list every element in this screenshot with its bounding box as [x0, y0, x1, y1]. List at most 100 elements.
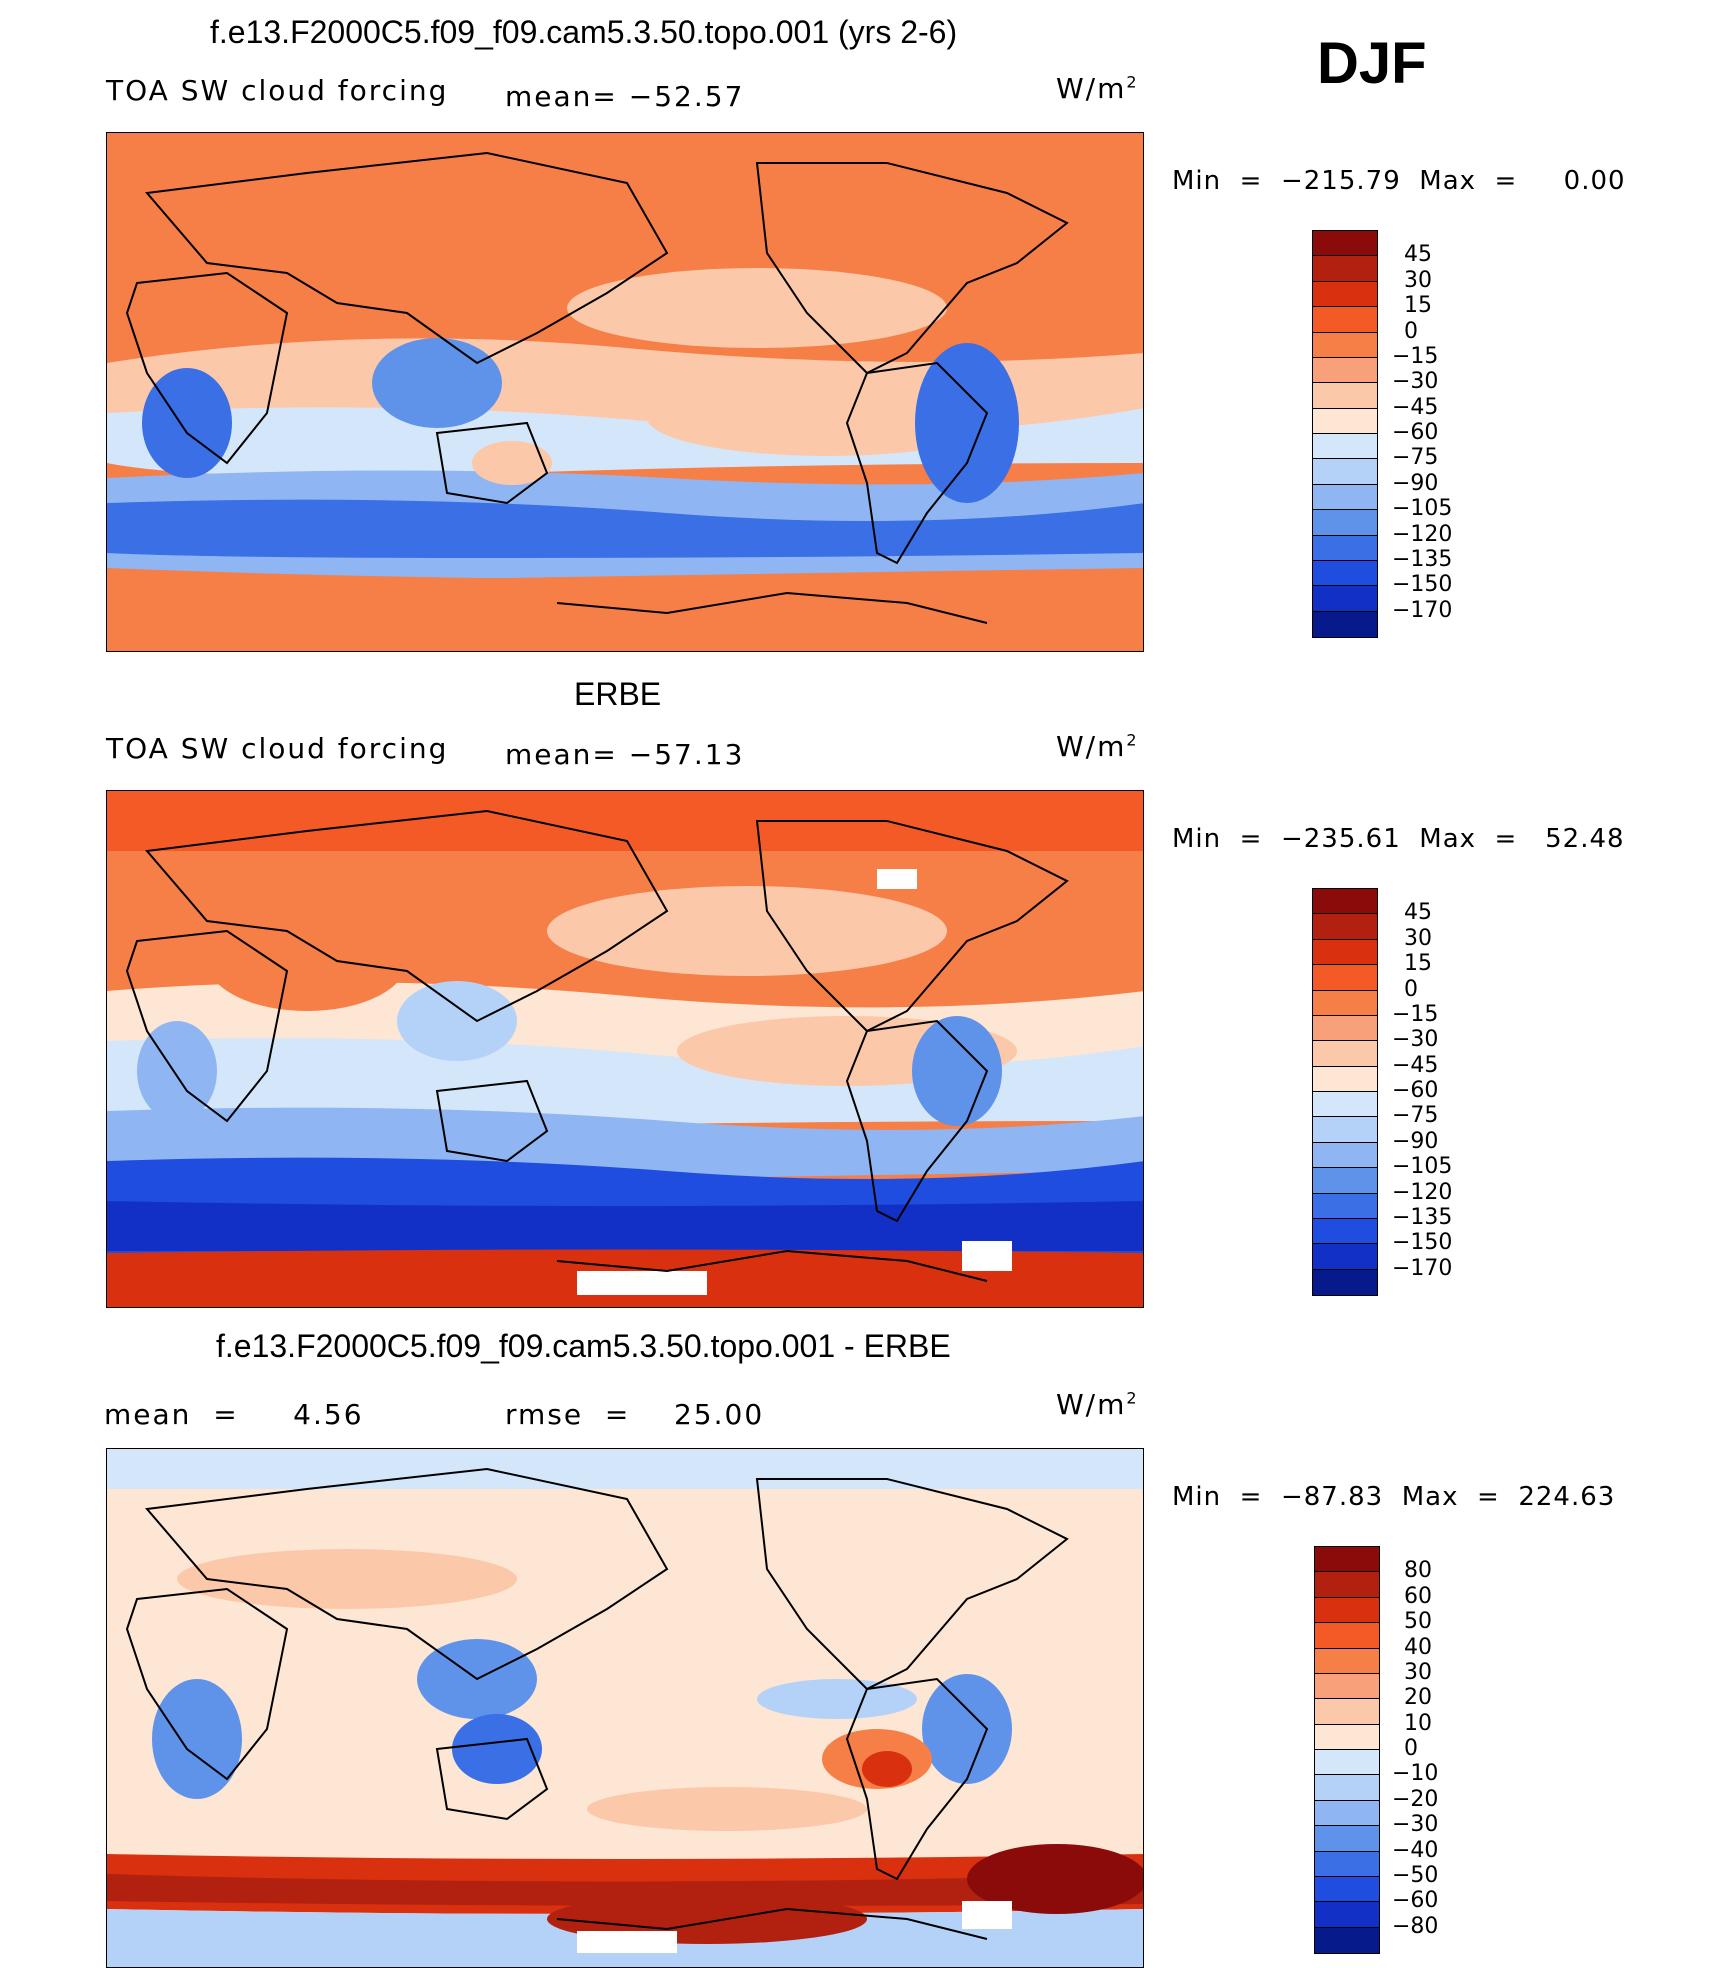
- colorbar-swatch: [1313, 1015, 1377, 1042]
- colorbar-tick-label: −30: [1392, 1812, 1439, 1838]
- colorbar-swatch: [1313, 990, 1377, 1016]
- colorbar-tick-label: −75: [1392, 1103, 1439, 1129]
- colorbar-tick-label: −90: [1392, 470, 1439, 496]
- colorbar-tick-label: −170: [1392, 597, 1453, 623]
- colorbar-tick-label: −150: [1392, 572, 1453, 598]
- colorbar-tick-label: 45: [1404, 900, 1432, 926]
- colorbar-swatch: [1313, 1142, 1377, 1169]
- colorbar-swatch: [1313, 611, 1377, 637]
- panel-1-colorbar: [1312, 230, 1378, 638]
- colorbar-tick-label: −75: [1392, 445, 1439, 471]
- colorbar-swatch: [1315, 1724, 1379, 1750]
- colorbar-tick-label: −120: [1392, 521, 1453, 547]
- colorbar-tick-label: −60: [1392, 420, 1439, 445]
- colorbar-swatch: [1315, 1547, 1379, 1573]
- colorbar-swatch: [1315, 1851, 1379, 1877]
- panel-2-map-field: [107, 791, 1143, 1307]
- colorbar-swatch: [1313, 408, 1377, 434]
- colorbar-tick-label: 60: [1404, 1583, 1432, 1609]
- colorbar-swatch: [1313, 459, 1377, 485]
- panel-2-title: ERBE: [574, 676, 662, 712]
- panel-3-map: [106, 1448, 1144, 1968]
- colorbar-tick-label: −30: [1392, 1027, 1439, 1053]
- colorbar-tick-label: −135: [1392, 546, 1453, 572]
- panel-2-colorbar: [1312, 888, 1378, 1296]
- colorbar-tick-label: 50: [1404, 1609, 1432, 1635]
- colorbar-swatch: [1313, 1193, 1377, 1219]
- colorbar-swatch: [1313, 434, 1377, 460]
- colorbar-tick-label: 10: [1404, 1710, 1432, 1736]
- colorbar-swatch: [1313, 965, 1377, 991]
- colorbar-swatch: [1313, 332, 1377, 358]
- colorbar-tick-label: −15: [1392, 343, 1439, 369]
- colorbar-swatch: [1313, 535, 1377, 561]
- colorbar-swatch: [1313, 586, 1377, 612]
- colorbar-tick-label: 0: [1404, 1736, 1418, 1761]
- colorbar-tick-label: −60: [1392, 1888, 1439, 1914]
- colorbar-swatch: [1313, 914, 1377, 940]
- colorbar-swatch: [1313, 307, 1377, 333]
- panel-2-map: [106, 790, 1144, 1308]
- colorbar-tick-label: 30: [1404, 267, 1432, 293]
- colorbar-tick-label: −45: [1392, 1052, 1439, 1078]
- colorbar-tick-label: −120: [1392, 1179, 1453, 1205]
- colorbar-tick-label: 20: [1404, 1685, 1432, 1711]
- colorbar-swatch: [1315, 1699, 1379, 1725]
- colorbar-tick-label: 15: [1404, 951, 1432, 977]
- colorbar-swatch: [1313, 357, 1377, 384]
- colorbar-swatch: [1315, 1800, 1379, 1827]
- colorbar-swatch: [1315, 1826, 1379, 1852]
- panel-2-colorbar-labels: 45 30 15 0 −15 −30 −45 −60 −75 −90 −105 −120 −135 −15…: [1392, 888, 1512, 1296]
- colorbar-swatch: [1313, 231, 1377, 257]
- colorbar-tick-label: −50: [1392, 1862, 1439, 1888]
- colorbar-tick-label: 30: [1404, 1659, 1432, 1685]
- panel-1-units: W/m2: [1056, 72, 1139, 105]
- colorbar-tick-label: −170: [1392, 1255, 1453, 1281]
- colorbar-swatch: [1313, 1117, 1377, 1143]
- colorbar-swatch: [1315, 1902, 1379, 1928]
- colorbar-swatch: [1313, 1244, 1377, 1270]
- colorbar-tick-label: −40: [1392, 1837, 1439, 1863]
- colorbar-swatch: [1315, 1876, 1379, 1903]
- colorbar-tick-label: −45: [1392, 394, 1439, 420]
- colorbar-swatch: [1313, 1066, 1377, 1092]
- panel-2-min-max: Min = −235.61 Max = 52.48: [1172, 824, 1625, 854]
- colorbar-swatch: [1313, 1092, 1377, 1118]
- colorbar-swatch: [1313, 1269, 1377, 1295]
- colorbar-swatch: [1315, 1572, 1379, 1598]
- colorbar-tick-label: −135: [1392, 1204, 1453, 1230]
- colorbar-swatch: [1313, 484, 1377, 511]
- panel-1-colorbar-labels: 45 30 15 0 −15 −30 −45 −60 −75 −90 −105 −120 −135 −15…: [1392, 230, 1512, 638]
- panel-2-units: W/m2: [1056, 730, 1139, 763]
- colorbar-swatch: [1313, 560, 1377, 587]
- colorbar-swatch: [1315, 1927, 1379, 1953]
- colorbar-tick-label: 15: [1404, 293, 1432, 319]
- season-label: DJF: [1317, 31, 1427, 96]
- panel-3-colorbar: [1314, 1546, 1380, 1954]
- colorbar-tick-label: 30: [1404, 925, 1432, 951]
- colorbar-tick-label: −20: [1392, 1786, 1439, 1812]
- colorbar-swatch: [1313, 1168, 1377, 1194]
- panel-1-map-field: [107, 133, 1143, 651]
- colorbar-tick-label: −15: [1392, 1001, 1439, 1027]
- colorbar-swatch: [1313, 939, 1377, 966]
- colorbar-swatch: [1315, 1775, 1379, 1801]
- panel-3-mean-label: mean = 4.56: [104, 1398, 364, 1431]
- colorbar-tick-label: −105: [1392, 496, 1453, 522]
- colorbar-swatch: [1313, 1041, 1377, 1067]
- colorbar-tick-label: −10: [1392, 1761, 1439, 1787]
- colorbar-swatch: [1315, 1623, 1379, 1649]
- panel-1-mean-label: mean= −52.57: [505, 80, 745, 113]
- colorbar-tick-label: −60: [1392, 1078, 1439, 1103]
- colorbar-tick-label: −150: [1392, 1230, 1453, 1256]
- colorbar-swatch: [1315, 1597, 1379, 1624]
- colorbar-swatch: [1315, 1648, 1379, 1674]
- panel-1-variable-label: TOA SW cloud forcing: [106, 74, 449, 107]
- panel-3-map-field: [107, 1449, 1143, 1967]
- colorbar-tick-label: 40: [1404, 1634, 1432, 1660]
- panel-2-mean-label: mean= −57.13: [505, 738, 745, 771]
- colorbar-tick-label: −80: [1392, 1913, 1439, 1939]
- panel-1-min-max: Min = −215.79 Max = 0.00: [1172, 166, 1626, 196]
- panel-1-map: [106, 132, 1144, 652]
- panel-3-colorbar-labels: 80 60 50 40 30 20 10 0 −10 −20 −30 −40 −50 −60 −80: [1392, 1546, 1512, 1954]
